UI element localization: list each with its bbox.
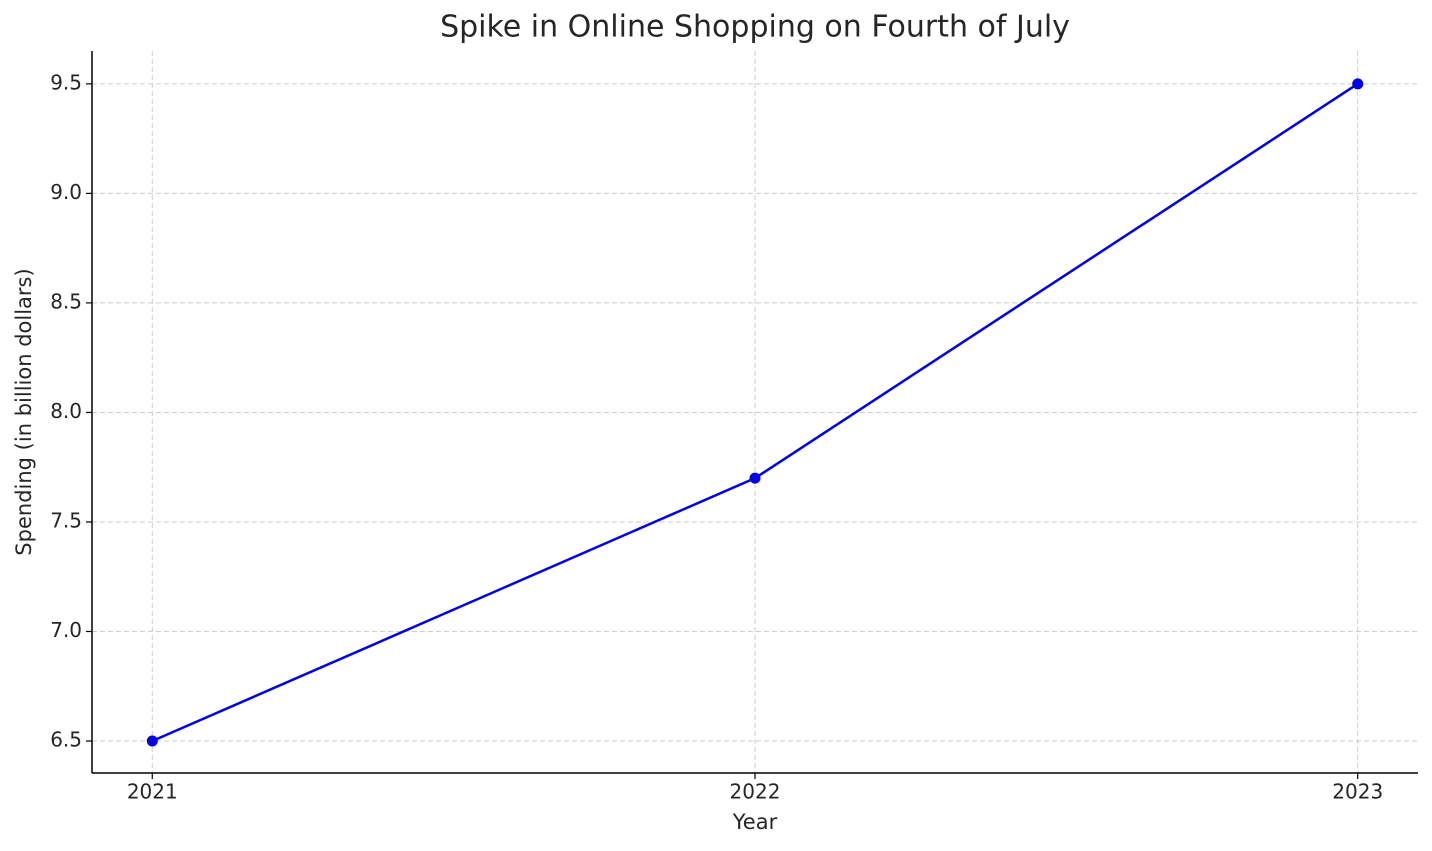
marker (749, 472, 761, 484)
y-axis-label: Spending (in billion dollars) (12, 268, 36, 555)
marker (146, 735, 158, 747)
plot-area (146, 78, 1364, 747)
y-tick-label: 6.5 (50, 728, 82, 752)
chart-title: Spike in Online Shopping on Fourth of Ju… (440, 10, 1070, 45)
x-tick-label: 2021 (127, 780, 178, 804)
y-tick-label: 7.0 (50, 618, 82, 642)
y-tick-label: 8.5 (50, 289, 82, 313)
x-tick-label: 2022 (730, 780, 781, 804)
grid (92, 51, 1418, 773)
y-tick-label: 9.0 (50, 180, 82, 204)
y-tick-label: 8.0 (50, 399, 82, 423)
y-tick-label: 7.5 (50, 508, 82, 532)
x-axis-label: Year (732, 810, 778, 834)
x-tick-label: 2023 (1332, 780, 1383, 804)
y-tick-label: 9.5 (50, 70, 82, 94)
marker (1352, 78, 1364, 90)
